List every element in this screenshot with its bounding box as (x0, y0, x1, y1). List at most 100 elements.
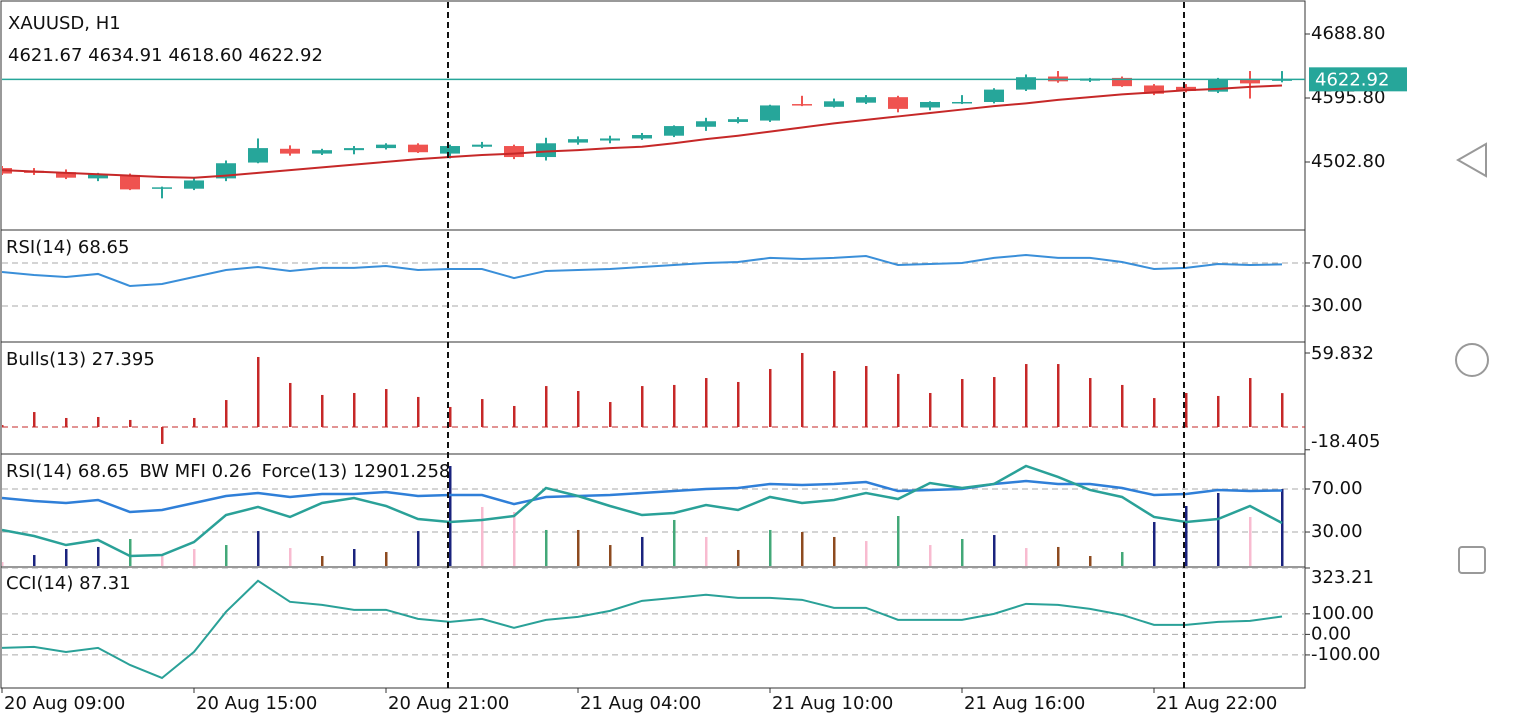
candle-body (280, 148, 300, 154)
bar (321, 556, 324, 566)
candle-body (1112, 77, 1132, 87)
y-tick-label: 323.21 (1311, 567, 1374, 588)
bar (961, 379, 964, 428)
bar (417, 531, 420, 566)
bar (1153, 398, 1156, 428)
candle-body (1176, 86, 1196, 91)
bar (545, 529, 548, 566)
bar (417, 396, 420, 428)
bar (961, 539, 964, 566)
bar (545, 386, 548, 428)
panel (2, 464, 1305, 566)
bar (481, 506, 484, 566)
candle-body (184, 180, 204, 189)
candle-body (728, 119, 748, 122)
bar (225, 400, 228, 428)
bar (641, 536, 644, 566)
y-tick-label: 30.00 (1311, 295, 1363, 316)
candle-body (152, 187, 172, 189)
panel (2, 254, 1305, 307)
bar (1121, 384, 1124, 428)
bar (193, 417, 196, 428)
bar (769, 529, 772, 566)
panel (2, 568, 1305, 680)
bar (801, 532, 804, 566)
indicator-line (2, 254, 1283, 288)
bar (865, 541, 868, 566)
bar (353, 549, 356, 566)
price-tag (1309, 67, 1407, 92)
candle-body (344, 148, 364, 151)
indicator-label: CCI(14) 87.31 (6, 573, 131, 594)
candle-body (1240, 79, 1260, 84)
bar (2, 425, 4, 428)
bar (865, 366, 868, 428)
candle-body (568, 139, 588, 143)
nav-home[interactable] (1455, 343, 1489, 377)
candle-body (600, 138, 620, 141)
candle-body (664, 126, 684, 136)
candle-body (504, 146, 524, 158)
bar (1281, 489, 1284, 566)
bar (449, 406, 452, 428)
candle-body (1208, 79, 1228, 92)
x-tick-label: 21 Aug 16:00 (964, 693, 1085, 714)
bar (1249, 378, 1252, 428)
bar (929, 545, 932, 566)
bar (193, 549, 196, 566)
bar (1217, 492, 1220, 566)
candle-body (440, 146, 460, 154)
bar (609, 545, 612, 566)
panel (2, 71, 1292, 199)
candle-body (376, 144, 396, 149)
bar (769, 368, 772, 428)
bar (385, 389, 388, 428)
candle-body (856, 97, 876, 103)
price-tag-label: 4622.92 (1315, 69, 1389, 90)
bar (737, 381, 740, 428)
bar (129, 539, 132, 566)
nav-recent[interactable] (1458, 546, 1486, 574)
bar (705, 536, 708, 566)
candle-body (88, 174, 108, 179)
bar (577, 391, 580, 428)
bar (1025, 364, 1028, 428)
bar (897, 373, 900, 428)
bar (641, 386, 644, 428)
bar (129, 419, 132, 428)
bar (673, 519, 676, 566)
bar (577, 529, 580, 566)
bar (161, 555, 164, 566)
bar (289, 548, 292, 566)
candle-body (920, 101, 940, 108)
bar (705, 378, 708, 428)
y-tick-label: 4595.80 (1311, 87, 1385, 108)
bar (161, 427, 164, 444)
bar (737, 549, 740, 566)
x-tick-label: 20 Aug 21:00 (388, 693, 509, 714)
bar (321, 394, 324, 428)
x-tick-label: 21 Aug 10:00 (772, 693, 893, 714)
y-tick-label: 70.00 (1311, 252, 1363, 273)
bar (97, 416, 100, 428)
y-tick-label: 0.00 (1311, 623, 1351, 644)
bar (673, 384, 676, 428)
nav-back[interactable] (1455, 142, 1487, 178)
indicator-label: RSI(14) 68.65 (6, 237, 129, 258)
ohlc-readout: 4621.67 4634.91 4618.60 4622.92 (8, 45, 323, 66)
y-tick-label: -18.405 (1311, 431, 1380, 452)
bar (257, 356, 260, 428)
y-tick-label: 4688.80 (1311, 23, 1385, 44)
bar (353, 392, 356, 428)
y-tick-label: 30.00 (1311, 521, 1363, 542)
y-tick-label: 4502.80 (1311, 151, 1385, 172)
indicator-line (2, 479, 1283, 514)
bar (1153, 522, 1156, 566)
bar (1185, 506, 1188, 566)
bar (65, 549, 68, 566)
y-tick-label: 70.00 (1311, 478, 1363, 499)
bar (481, 399, 484, 428)
y-tick-label: -100.00 (1311, 644, 1380, 665)
y-tick-label: 59.832 (1311, 343, 1374, 364)
bar (1281, 393, 1284, 428)
